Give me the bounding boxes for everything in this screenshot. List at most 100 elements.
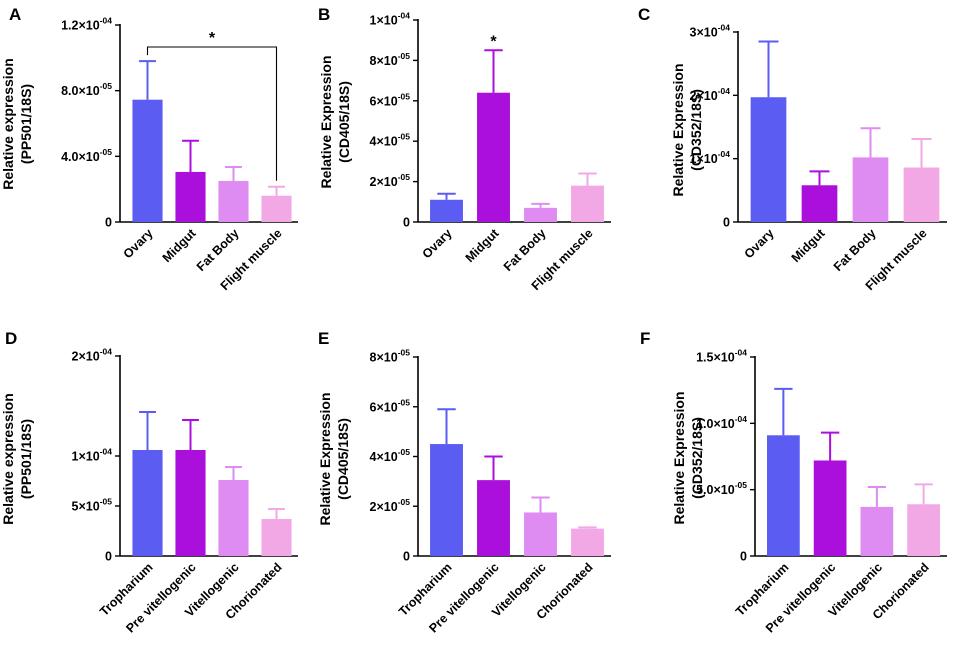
y-tick-exponent: -04 <box>718 149 731 159</box>
bar-ovary <box>132 99 163 222</box>
y-tick-label: 4×10-05 <box>370 132 411 149</box>
bar-fat-body <box>852 157 889 222</box>
y-tick-exponent: -05 <box>398 51 411 61</box>
y-axis-label-line: Relative expression <box>0 393 16 525</box>
y-tick-mantissa: 5×10 <box>72 500 100 514</box>
y-tick-exponent: -04 <box>398 11 411 21</box>
bar-chorionated <box>907 504 940 556</box>
y-tick-exponent: -05 <box>100 497 113 507</box>
y-tick-label: 2×10-04 <box>72 347 113 364</box>
bar-tropharium <box>430 444 463 556</box>
x-tick-label: Ovary <box>742 226 777 261</box>
y-tick-mantissa: 4×10 <box>370 135 398 149</box>
y-tick-mantissa: 2×10 <box>72 350 100 364</box>
y-axis-label-line: (CD352/18S) <box>689 417 705 499</box>
y-tick-label: 2×10-05 <box>370 497 411 514</box>
y-tick-label: 0 <box>723 216 730 230</box>
chart-panel-e: E Relative Expression (CD405/18S) 0 2×10-05 4… <box>317 329 611 635</box>
bar-fat-body <box>218 180 249 222</box>
bar-vitellogenic <box>860 506 894 556</box>
panel-letter: D <box>5 329 17 348</box>
y-tick-label: 1.0×10-04 <box>696 414 747 431</box>
y-axis-label-line: Relative expression <box>0 58 16 190</box>
significance-bracket <box>146 46 278 181</box>
y-tick-mantissa: 0 <box>403 550 410 564</box>
y-axis-label: Relative Expression (CD352/18S) <box>671 391 705 524</box>
x-tick-label: Ovary <box>420 226 455 261</box>
y-tick-label: 8×10-05 <box>370 348 411 365</box>
y-axis-label: Relative expression (PP501/18S) <box>0 58 34 190</box>
y-tick-mantissa: 5.0×10 <box>696 483 735 497</box>
y-axis-label: Relative Expression (CD352/18S) <box>670 63 704 196</box>
y-tick-mantissa: 2×10 <box>370 175 398 189</box>
y-tick-mantissa: 4×10 <box>370 450 398 464</box>
x-tick-label: Ovary <box>121 226 156 261</box>
chart-panel-d: D Relative expression (PP501/18S) 0 5×10-05 1… <box>0 329 298 635</box>
y-tick-exponent: -04 <box>100 16 113 26</box>
y-axis-label-line: Relative Expression <box>671 391 687 524</box>
bar-flight-muscle <box>261 195 292 222</box>
y-axis-label-line: (CD405/18S) <box>336 81 352 163</box>
y-tick-label: 1×10-04 <box>690 149 731 166</box>
panel-letter: C <box>638 5 650 24</box>
y-tick-mantissa: 0 <box>105 550 112 564</box>
panel-letter: E <box>318 329 329 348</box>
y-tick-exponent: -05 <box>398 497 411 507</box>
y-tick-mantissa: 8.0×10 <box>61 84 100 98</box>
y-axis-label-line: Relative Expression <box>317 392 333 525</box>
y-tick-exponent: -04 <box>735 414 748 424</box>
y-tick-mantissa: 1.0×10 <box>696 417 735 431</box>
y-tick-mantissa: 1.2×10 <box>61 19 100 33</box>
bar-vitellogenic <box>218 480 249 556</box>
y-tick-label: 6×10-05 <box>370 91 411 108</box>
y-tick-label: 6×10-05 <box>370 397 411 414</box>
bar-midgut <box>477 92 510 222</box>
y-tick-mantissa: 2×10 <box>690 89 718 103</box>
y-tick-mantissa: 0 <box>723 216 730 230</box>
y-axis-label-line: (PP501/18S) <box>18 84 34 164</box>
y-tick-label: 2×10-04 <box>690 86 731 103</box>
y-tick-mantissa: 3×10 <box>690 26 718 40</box>
y-tick-label: 2×10-05 <box>370 172 411 189</box>
y-tick-mantissa: 0 <box>740 550 747 564</box>
y-axis-label-line: Relative Expression <box>318 55 334 188</box>
y-tick-exponent: -05 <box>398 397 411 407</box>
bar-ovary <box>750 97 787 222</box>
y-axis-label: Relative Expression (CD405/18S) <box>318 55 352 188</box>
bar-pre-vitellogenic <box>813 460 847 556</box>
bar-midgut <box>801 185 838 222</box>
y-tick-exponent: -04 <box>100 347 113 357</box>
bar-fat-body <box>524 207 557 222</box>
y-tick-label: 0 <box>740 550 747 564</box>
panel-letter: F <box>640 329 650 348</box>
y-tick-exponent: -05 <box>398 348 411 358</box>
y-tick-label: 1.5×10-04 <box>696 348 747 365</box>
y-tick-exponent: -05 <box>398 91 411 101</box>
bar-flight-muscle <box>571 185 604 222</box>
y-tick-exponent: -05 <box>398 172 411 182</box>
y-tick-exponent: -04 <box>718 23 731 33</box>
bar-tropharium <box>132 450 163 556</box>
y-tick-exponent: -05 <box>398 132 411 142</box>
y-tick-mantissa: 4.0×10 <box>61 150 100 164</box>
y-tick-label: 8×10-05 <box>370 51 411 68</box>
x-tick-label: Fat Body <box>831 226 879 274</box>
bar-flight-muscle <box>903 167 940 222</box>
y-tick-mantissa: 0 <box>403 216 410 230</box>
bar-tropharium <box>767 435 800 556</box>
y-tick-label: 8.0×10-05 <box>61 81 112 98</box>
chart-panel-c: C Relative Expression (CD352/18S) 0 1×10-04 2… <box>638 5 947 293</box>
bar-chorionated <box>261 519 292 556</box>
y-axis-label-line: Relative Expression <box>670 63 686 196</box>
y-tick-label: 0 <box>105 216 112 230</box>
y-axis-label: Relative Expression (CD405/18S) <box>317 392 351 525</box>
panel-letter: B <box>318 5 330 24</box>
x-tick-label: Midgut <box>160 226 199 265</box>
chart-panel-f: F Relative Expression (CD352/18S) 0 5.0×10 -0… <box>640 329 947 635</box>
y-tick-exponent: -04 <box>100 447 113 457</box>
y-axis-label-line: (PP501/18S) <box>18 419 34 499</box>
y-tick-label: 1×10-04 <box>72 447 113 464</box>
